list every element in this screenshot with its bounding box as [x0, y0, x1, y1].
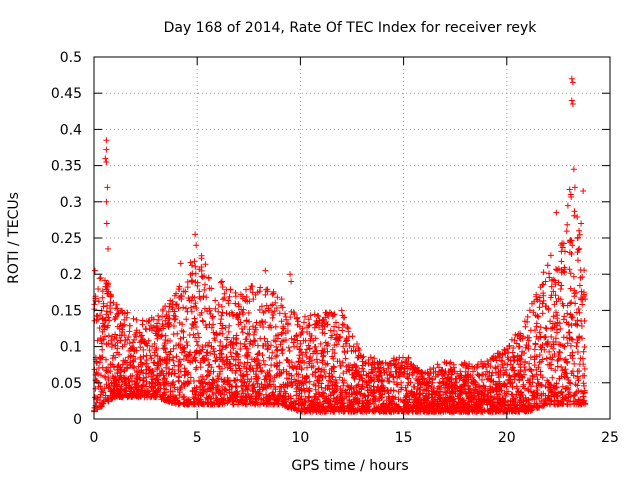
data-point — [103, 198, 110, 205]
y-tick-label: 0.15 — [51, 303, 82, 319]
y-tick-label: 0.05 — [51, 376, 82, 392]
scatter-point-cloud — [91, 186, 589, 415]
data-point — [569, 79, 576, 86]
x-tick-label: 15 — [395, 430, 413, 446]
data-point — [218, 278, 225, 285]
y-tick-label: 0.5 — [60, 50, 82, 66]
x-axis-label: GPS time / hours — [291, 458, 408, 474]
data-point — [570, 166, 577, 173]
x-tick-label: 10 — [291, 430, 309, 446]
data-point — [262, 267, 269, 274]
y-tick-label: 0.4 — [60, 122, 82, 138]
data-point — [103, 137, 110, 144]
data-point — [103, 158, 110, 165]
y-tick-label: 0.25 — [51, 231, 82, 247]
y-tick-label: 0.1 — [60, 340, 82, 356]
data-point — [340, 314, 347, 321]
data-point — [103, 146, 110, 153]
data-point — [567, 191, 574, 198]
y-tick-label: 0 — [73, 412, 82, 428]
y-tick-labels: 0 0.05 0.1 0.15 0.2 0.25 0.3 0.35 0.4 0.45 0.5 — [51, 50, 82, 428]
data-point — [198, 263, 205, 270]
data-point — [288, 278, 295, 285]
data-point — [102, 155, 109, 162]
grid-lines — [94, 57, 610, 419]
chart-title: Day 168 of 2014, Rate Of TEC Index for r… — [164, 20, 538, 36]
data-points — [91, 75, 589, 415]
data-point — [576, 227, 583, 234]
data-point — [92, 267, 99, 274]
data-point — [177, 260, 184, 267]
data-point — [568, 97, 575, 104]
data-point — [578, 220, 585, 227]
x-tick-label: 5 — [193, 430, 202, 446]
y-tick-label: 0.35 — [51, 159, 82, 175]
data-point — [287, 271, 294, 278]
y-tick-label: 0.3 — [60, 195, 82, 211]
y-tick-label: 0.45 — [51, 86, 82, 102]
data-point — [105, 245, 112, 252]
x-tick-label: 20 — [498, 430, 516, 446]
y-tick-label: 0.2 — [60, 267, 82, 283]
x-tick-labels: 0 5 10 15 20 25 — [90, 430, 619, 446]
x-tick-label: 25 — [601, 430, 619, 446]
data-point — [553, 209, 560, 216]
data-point — [571, 184, 578, 191]
data-point — [103, 220, 110, 227]
data-point — [104, 184, 111, 191]
y-axis-label: ROTI / TECUs — [6, 192, 22, 284]
data-point — [568, 75, 575, 82]
data-point — [193, 242, 200, 249]
data-point — [192, 231, 199, 238]
axis-ticks — [93, 56, 611, 420]
data-point — [569, 101, 576, 108]
data-point — [580, 187, 587, 194]
x-tick-label: 0 — [90, 430, 99, 446]
data-point — [338, 307, 345, 314]
